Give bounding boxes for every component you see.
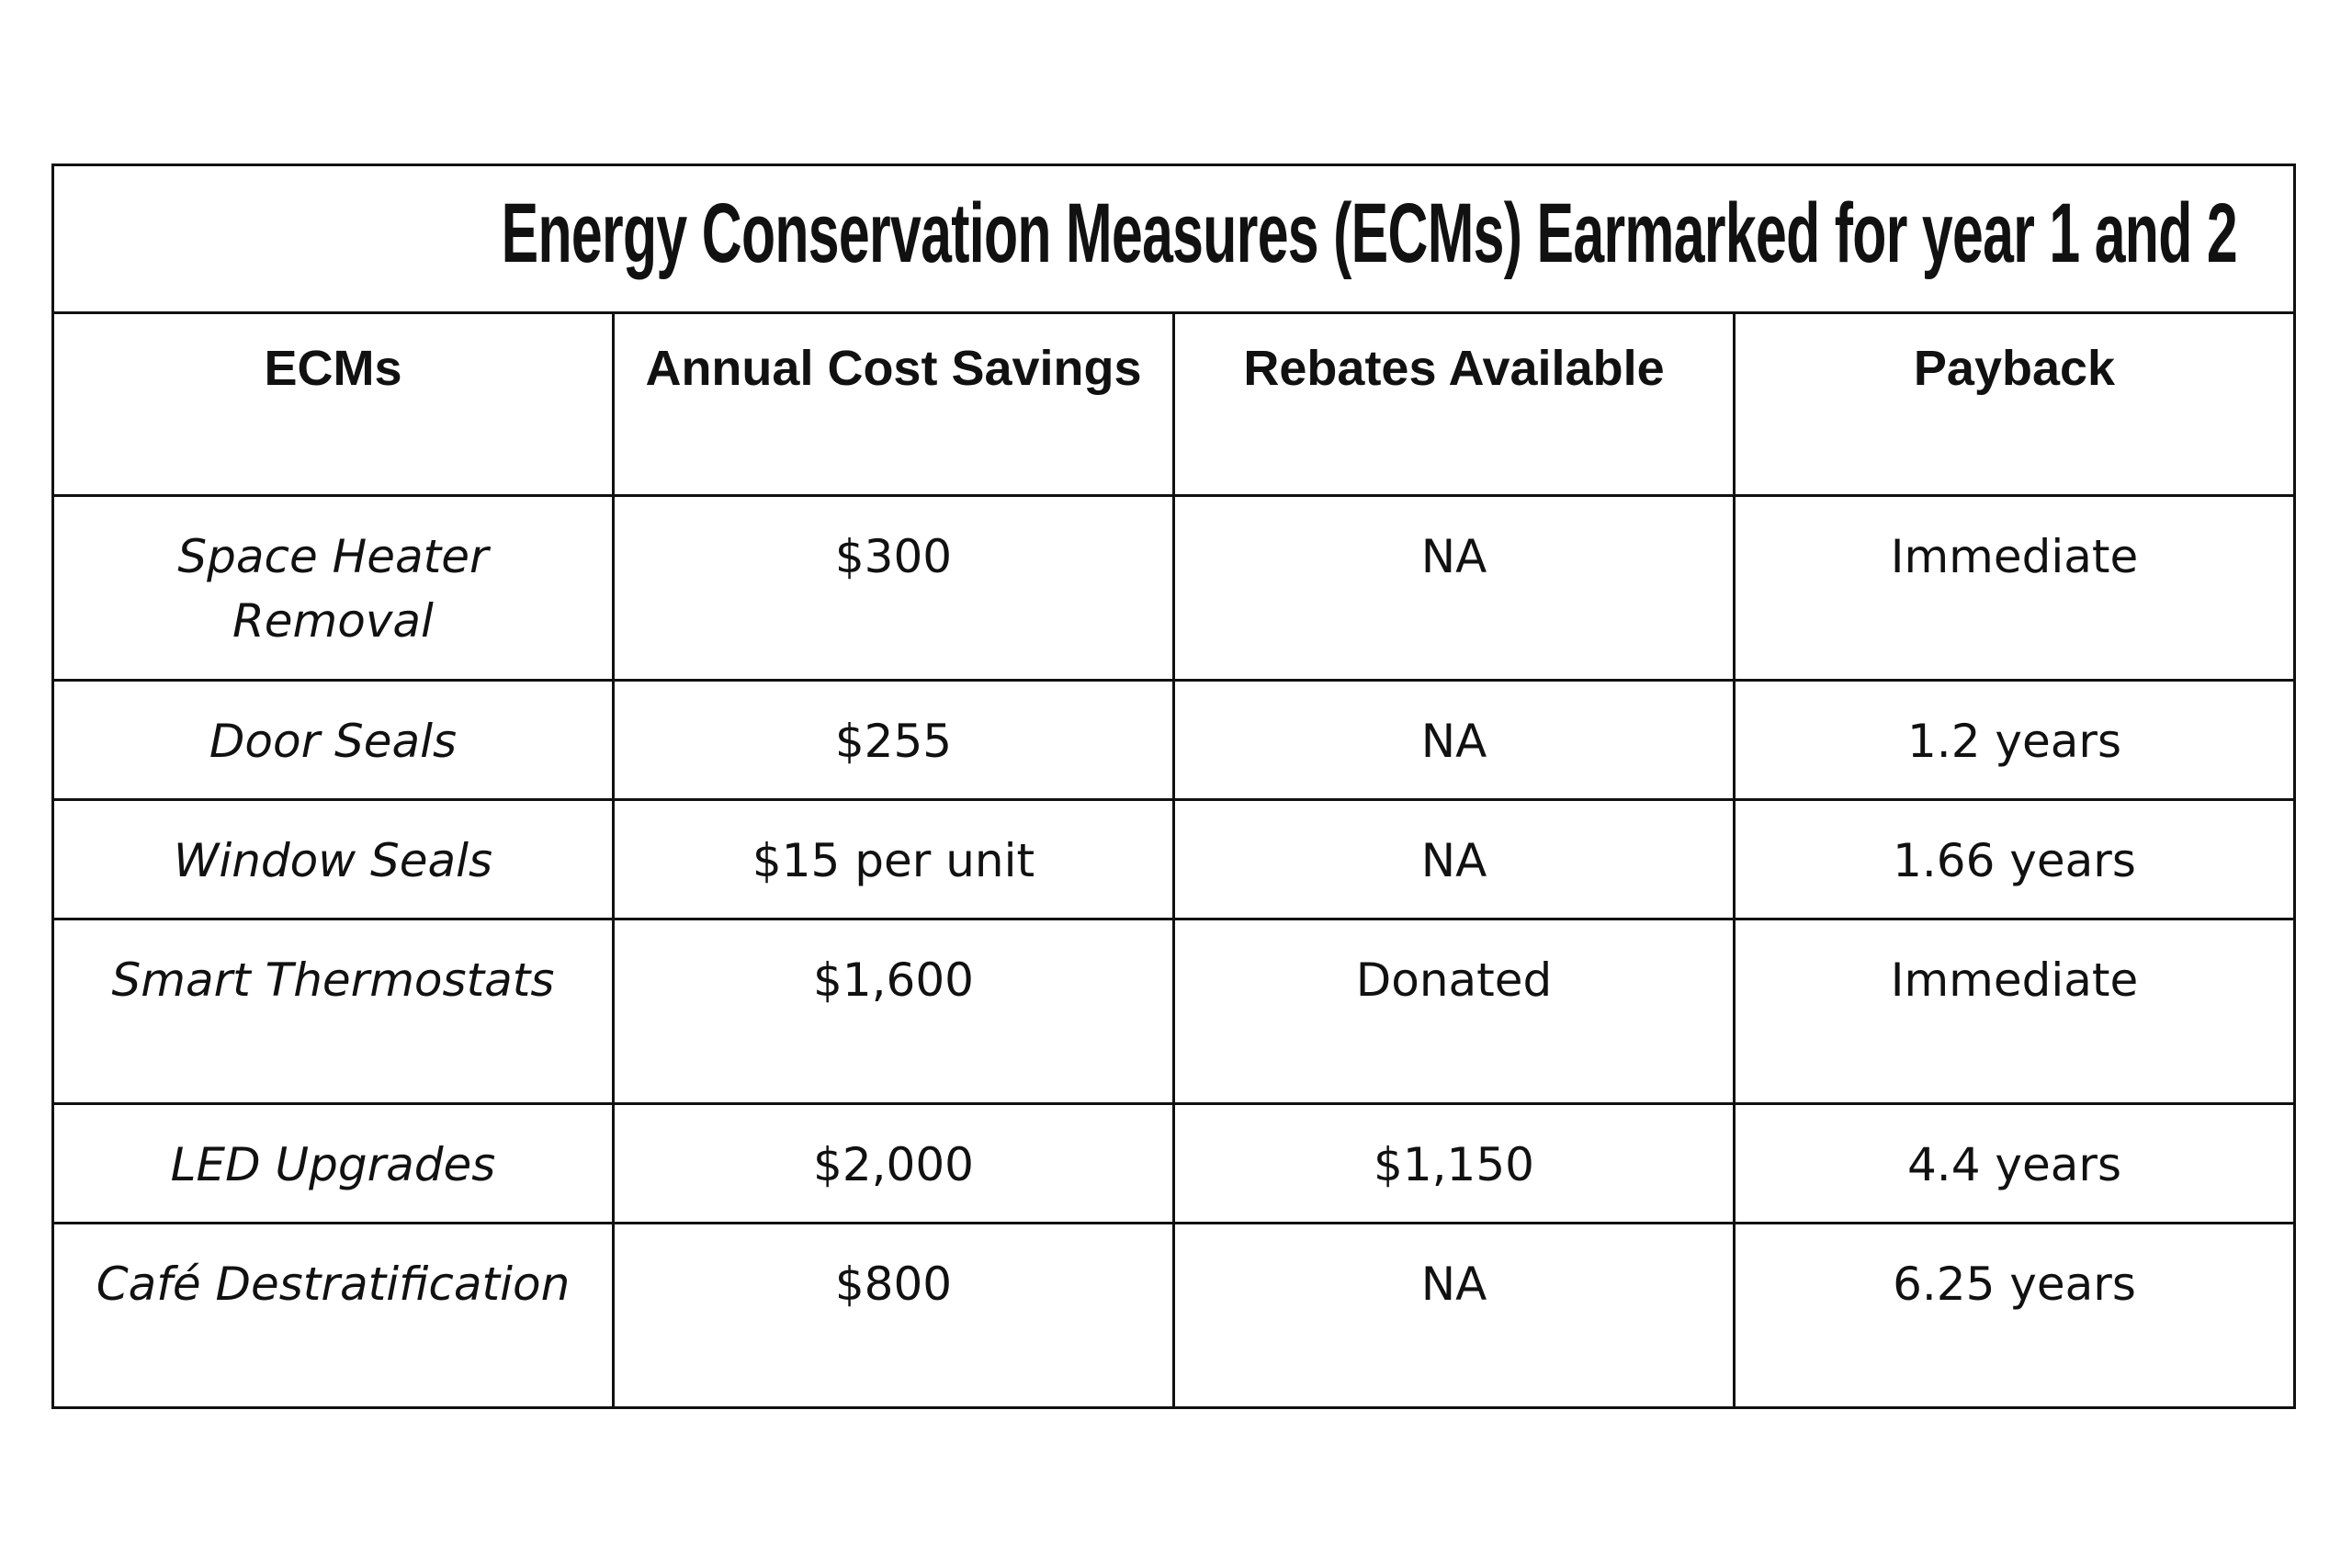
title-row: Energy Conservation Measures (ECMs) Earm… xyxy=(51,164,2296,314)
table-title: Energy Conservation Measures (ECMs) Earm… xyxy=(501,186,2238,280)
table-cell: Smart Thermostats xyxy=(51,918,615,1105)
table-cell: $300 xyxy=(612,494,1175,682)
table-cell: $1,150 xyxy=(1172,1102,1736,1224)
column-header: Annual Cost Savings xyxy=(612,311,1175,497)
table-cell: 1.2 years xyxy=(1733,679,2296,801)
table-cell: Window Seals xyxy=(51,798,615,920)
table-cell: NA xyxy=(1172,679,1736,801)
table-cell: Space Heater Removal xyxy=(51,494,615,682)
table-cell: $255 xyxy=(612,679,1175,801)
table-cell: Donated xyxy=(1172,918,1736,1105)
table-body: Space Heater Removal $300 NA Immediate Door … xyxy=(51,494,2296,1409)
table-cell: $15 per unit xyxy=(612,798,1175,920)
table-row: LED Upgrades $2,000 $1,150 4.4 years xyxy=(51,1102,2296,1224)
table-cell: $800 xyxy=(612,1222,1175,1409)
table-cell: Immediate xyxy=(1733,494,2296,682)
title-cell: Energy Conservation Measures (ECMs) Earm… xyxy=(51,164,2296,314)
table-cell: NA xyxy=(1172,494,1736,682)
table-cell: $1,600 xyxy=(612,918,1175,1105)
table-row: Smart Thermostats $1,600 Donated Immediate xyxy=(51,918,2296,1105)
column-header: Payback xyxy=(1733,311,2296,497)
table-cell: $2,000 xyxy=(612,1102,1175,1224)
table-row: Space Heater Removal $300 NA Immediate xyxy=(51,494,2296,682)
table-row: Window Seals $15 per unit NA 1.66 years xyxy=(51,798,2296,920)
header-row: ECMs Annual Cost Savings Rebates Available… xyxy=(51,311,2296,497)
table-cell: Door Seals xyxy=(51,679,615,801)
table-cell: NA xyxy=(1172,798,1736,920)
table-cell: 4.4 years xyxy=(1733,1102,2296,1224)
table-row: Door Seals $255 NA 1.2 years xyxy=(51,679,2296,801)
column-header: ECMs xyxy=(51,311,615,497)
table-cell: NA xyxy=(1172,1222,1736,1409)
table-cell: Café Destratification xyxy=(51,1222,615,1409)
column-header: Rebates Available xyxy=(1172,311,1736,497)
ecm-table: Energy Conservation Measures (ECMs) Earm… xyxy=(51,164,2296,1409)
table-cell: LED Upgrades xyxy=(51,1102,615,1224)
table-cell: 6.25 years xyxy=(1733,1222,2296,1409)
table-cell: Immediate xyxy=(1733,918,2296,1105)
table-cell: 1.66 years xyxy=(1733,798,2296,920)
table-row: Café Destratification $800 NA 6.25 years xyxy=(51,1222,2296,1409)
